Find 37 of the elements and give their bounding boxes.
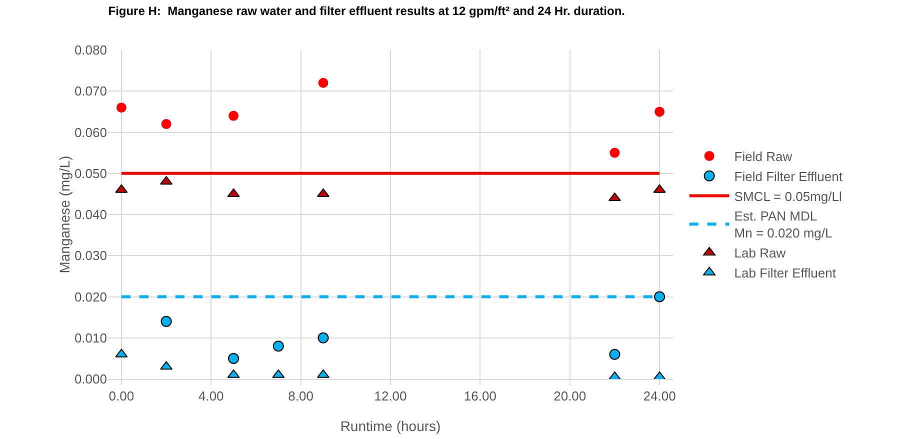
- y-tick-label: 0.020: [74, 289, 107, 304]
- point: [272, 340, 284, 352]
- point: [116, 102, 126, 113]
- legend-label: Field Filter Effluent: [734, 168, 843, 184]
- x-tick-label: 16.00: [464, 388, 496, 404]
- x-tick-label: 0.00: [108, 388, 134, 404]
- y-tick-label: 0.050: [74, 166, 107, 181]
- x-tick-label: 24.00: [643, 388, 676, 404]
- x-tick-label: 12.00: [374, 388, 407, 404]
- y-axis-title: Manganese (mg/L): [56, 156, 72, 274]
- legend-label: Est. PAN MDL Mn = 0.020 mg/L: [734, 208, 832, 241]
- point: [318, 78, 328, 88]
- chart-title: Figure H: Manganese raw water and filter effluent results at 12 gpm/ft² and 24 Hr. duration.: [108, 4, 626, 18]
- legend-label: SMCL = 0.05mg/Ll: [734, 188, 842, 204]
- point: [610, 148, 620, 158]
- y-tick-label: 0.060: [74, 124, 107, 140]
- point: [228, 110, 239, 121]
- point: [228, 352, 240, 364]
- point: [654, 106, 665, 117]
- point: [609, 348, 620, 360]
- point: [318, 332, 329, 344]
- point: [160, 316, 172, 327]
- y-tick-label: 0.040: [74, 207, 107, 222]
- x-tick-label: 4.00: [198, 388, 224, 404]
- x-tick-label: 8.00: [288, 388, 314, 404]
- legend-label: Field Raw: [734, 149, 793, 164]
- legend-label: Lab Filter Effluent: [734, 265, 836, 280]
- x-tick-label: 20.00: [554, 388, 586, 404]
- y-tick-label: 0.030: [74, 248, 107, 264]
- x-axis-title: Runtime (hours): [340, 418, 441, 434]
- y-tick-label: 0.010: [74, 330, 107, 346]
- y-tick-label: 0.000: [74, 372, 107, 387]
- point: [161, 119, 172, 130]
- legend-label: Lab Raw: [734, 246, 786, 261]
- y-tick-label: 0.070: [74, 84, 107, 99]
- y-tick-label: 0.080: [74, 42, 107, 58]
- point: [654, 291, 666, 302]
